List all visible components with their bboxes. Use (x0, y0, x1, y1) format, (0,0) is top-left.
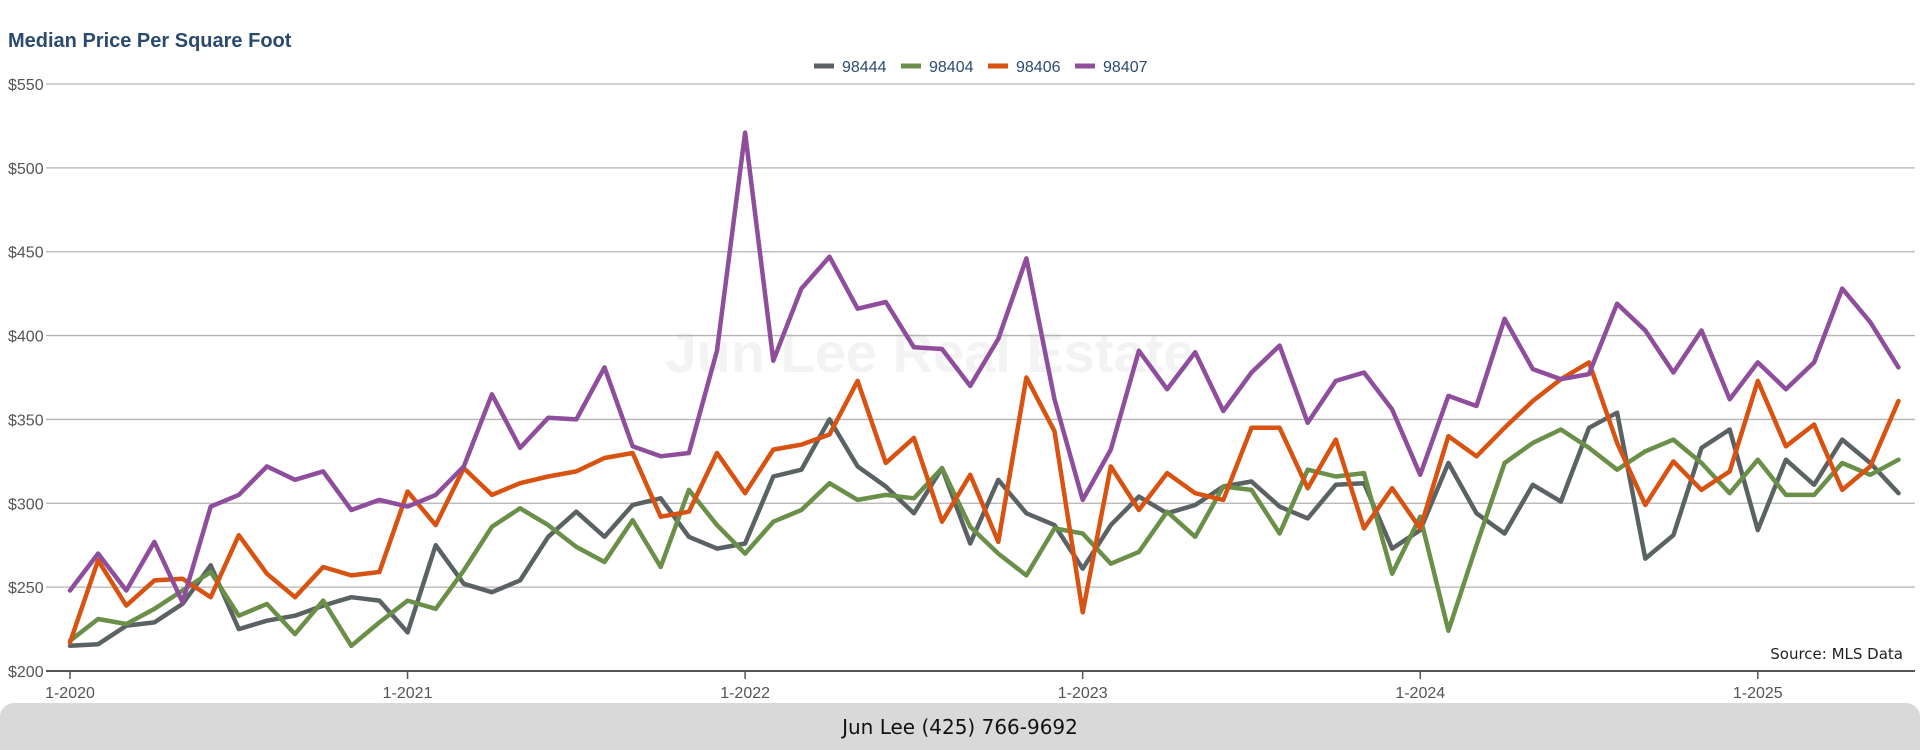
x-tick-label: 1-2024 (1395, 685, 1445, 702)
y-tick-label: $250 (8, 580, 44, 597)
y-axis-tick-labels: $200 $250 $300 $350 $400 $450 $500 $550 (8, 77, 44, 681)
x-tick-label: 1-2023 (1058, 685, 1108, 702)
x-tick-label: 1-2022 (720, 685, 770, 702)
x-tick-label: 1-2020 (45, 685, 95, 702)
legend: 98444 98404 98406 98407 (814, 59, 1148, 76)
y-tick-label: $500 (8, 161, 44, 178)
legend-label-98444: 98444 (842, 59, 887, 76)
legend-label-98404: 98404 (929, 59, 974, 76)
footer-bar: Jun Lee (425) 766-9692 (0, 703, 1920, 750)
chart-title: Median Price Per Square Foot (8, 30, 292, 52)
y-tick-label: $400 (8, 329, 44, 346)
series-line-98406 (67, 360, 1901, 645)
series-line-98444 (67, 410, 1901, 649)
series-line-98407 (67, 130, 1901, 605)
y-tick-label: $350 (8, 412, 44, 429)
footer-contact: Jun Lee (425) 766-9692 (842, 714, 1078, 739)
x-tick-label: 1-2021 (383, 685, 433, 702)
x-tick-label: 1-2025 (1733, 685, 1783, 702)
y-tick-label: $450 (8, 245, 44, 262)
series-lines (67, 130, 1901, 649)
y-tick-label: $200 (8, 664, 44, 681)
legend-label-98407: 98407 (1103, 59, 1148, 76)
y-tick-label: $550 (8, 77, 44, 94)
series-line-98404 (67, 427, 1901, 649)
x-axis-ticks: 1-2020 1-2021 1-2022 1-2023 1-2024 1-2025 (45, 671, 1783, 702)
watermark: Jun Lee Real Estate (665, 321, 1194, 384)
source-note: Source: MLS Data (1770, 645, 1903, 663)
line-chart: Jun Lee Real Estate Median Price Per Squ… (8, 30, 1915, 702)
legend-label-98406: 98406 (1016, 59, 1061, 76)
y-tick-label: $300 (8, 496, 44, 513)
